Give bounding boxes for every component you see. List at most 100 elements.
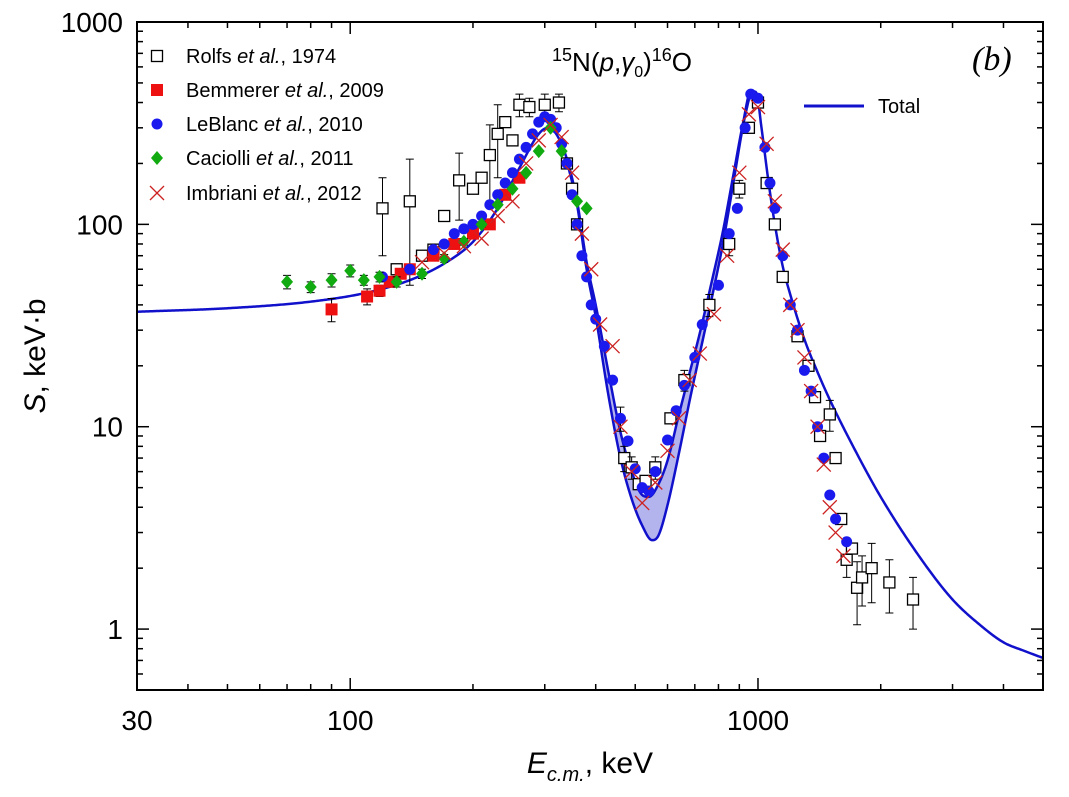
data-point (416, 266, 429, 281)
data-point (759, 136, 775, 152)
legend-marker-imbriani (149, 185, 165, 201)
data-point (841, 536, 853, 548)
fit-curve-total-upper (136, 89, 1044, 660)
data-point (682, 372, 698, 388)
data-point (325, 273, 338, 288)
y-axis-title: S, keV·b (19, 298, 52, 413)
data-point (733, 182, 746, 195)
legend-label-imbriani: Imbriani et al., 2012 (186, 183, 362, 205)
data-point (506, 181, 519, 196)
legend-item-leblanc: LeBlanc et al., 2010 (151, 114, 363, 136)
data-point (552, 96, 566, 109)
y-tick-label: 100 (76, 209, 123, 240)
data-point (777, 250, 789, 262)
data-point (476, 210, 488, 222)
data-point (692, 346, 708, 361)
data-point (520, 141, 532, 153)
data-point (458, 223, 470, 235)
legend-label-rolfs: Rolfs et al., 1974 (186, 46, 336, 68)
series-3 (281, 120, 593, 295)
legend-marker-symbol (151, 118, 163, 130)
data-point (357, 273, 370, 288)
y-tick-label: 1000 (61, 7, 123, 38)
data-point (518, 155, 534, 171)
data-point (647, 475, 663, 490)
data-point (544, 120, 557, 135)
legend-item-total: Total (804, 96, 920, 118)
data-point (564, 165, 580, 181)
x-tick-label: 100 (327, 705, 374, 736)
legend-label-leblanc: LeBlanc et al., 2010 (186, 114, 363, 136)
data-point (492, 189, 504, 201)
data-point (634, 495, 650, 511)
data-point (723, 237, 736, 251)
data-point (764, 177, 776, 189)
data-point (438, 209, 451, 223)
data-point (696, 318, 708, 330)
data-point (605, 338, 621, 354)
fit-curve-layer (136, 89, 1044, 660)
data-point (592, 317, 608, 332)
data-point (649, 466, 661, 478)
data-point (769, 202, 781, 214)
legend-item-bemmerer: Bemmerer et al., 2009 (151, 80, 384, 102)
data-point (513, 153, 525, 165)
data-point (491, 127, 504, 141)
reaction-label: 15N(p,γ0)16O (552, 45, 692, 81)
data-point (776, 270, 789, 284)
data-point (404, 263, 416, 275)
data-point (822, 499, 838, 515)
legend-item-imbriani: Imbriani et al., 2012 (149, 183, 362, 205)
data-point (835, 548, 851, 564)
data-point (376, 202, 389, 215)
data-point (581, 271, 593, 283)
data-point (499, 177, 511, 189)
data-point (739, 122, 751, 134)
data-point (554, 129, 570, 145)
data-point (467, 218, 479, 230)
data-point (361, 290, 374, 303)
data-point (759, 141, 771, 153)
data-point (768, 218, 782, 231)
data-point (813, 429, 827, 443)
data-point (436, 245, 452, 261)
data-point (505, 193, 520, 209)
data-point (574, 226, 590, 242)
data-point (823, 408, 836, 421)
data-point (824, 489, 836, 501)
data-point (752, 92, 764, 104)
data-point (767, 193, 783, 209)
data-point (865, 562, 878, 575)
data-points-layer (281, 88, 920, 630)
error-bar (493, 104, 502, 179)
data-point (719, 248, 735, 264)
data-point (664, 412, 677, 425)
legend-marker-symbol (149, 185, 165, 201)
data-point (373, 269, 386, 284)
data-point (427, 244, 439, 256)
data-point (344, 263, 357, 278)
data-point (580, 201, 593, 216)
data-point (453, 174, 466, 187)
data-point (438, 251, 451, 266)
panel-label: (b) (972, 41, 1012, 78)
data-point (706, 306, 722, 322)
data-point (491, 197, 504, 212)
legend-marker-caciolli (151, 151, 163, 165)
data-point (662, 434, 674, 446)
legend-label-caciolli: Caciolli et al., 2011 (186, 148, 354, 170)
data-point (583, 261, 599, 277)
data-point (390, 274, 403, 289)
data-point (614, 412, 626, 424)
data-point (828, 525, 844, 540)
legend-marker-leblanc (151, 118, 163, 130)
data-point (624, 464, 640, 480)
data-point (466, 182, 480, 195)
data-point (281, 274, 294, 289)
data-point (571, 218, 583, 230)
data-point (484, 199, 496, 211)
data-point (670, 405, 682, 417)
data-point (532, 144, 545, 159)
data-point (483, 148, 496, 162)
data-point (810, 419, 826, 435)
